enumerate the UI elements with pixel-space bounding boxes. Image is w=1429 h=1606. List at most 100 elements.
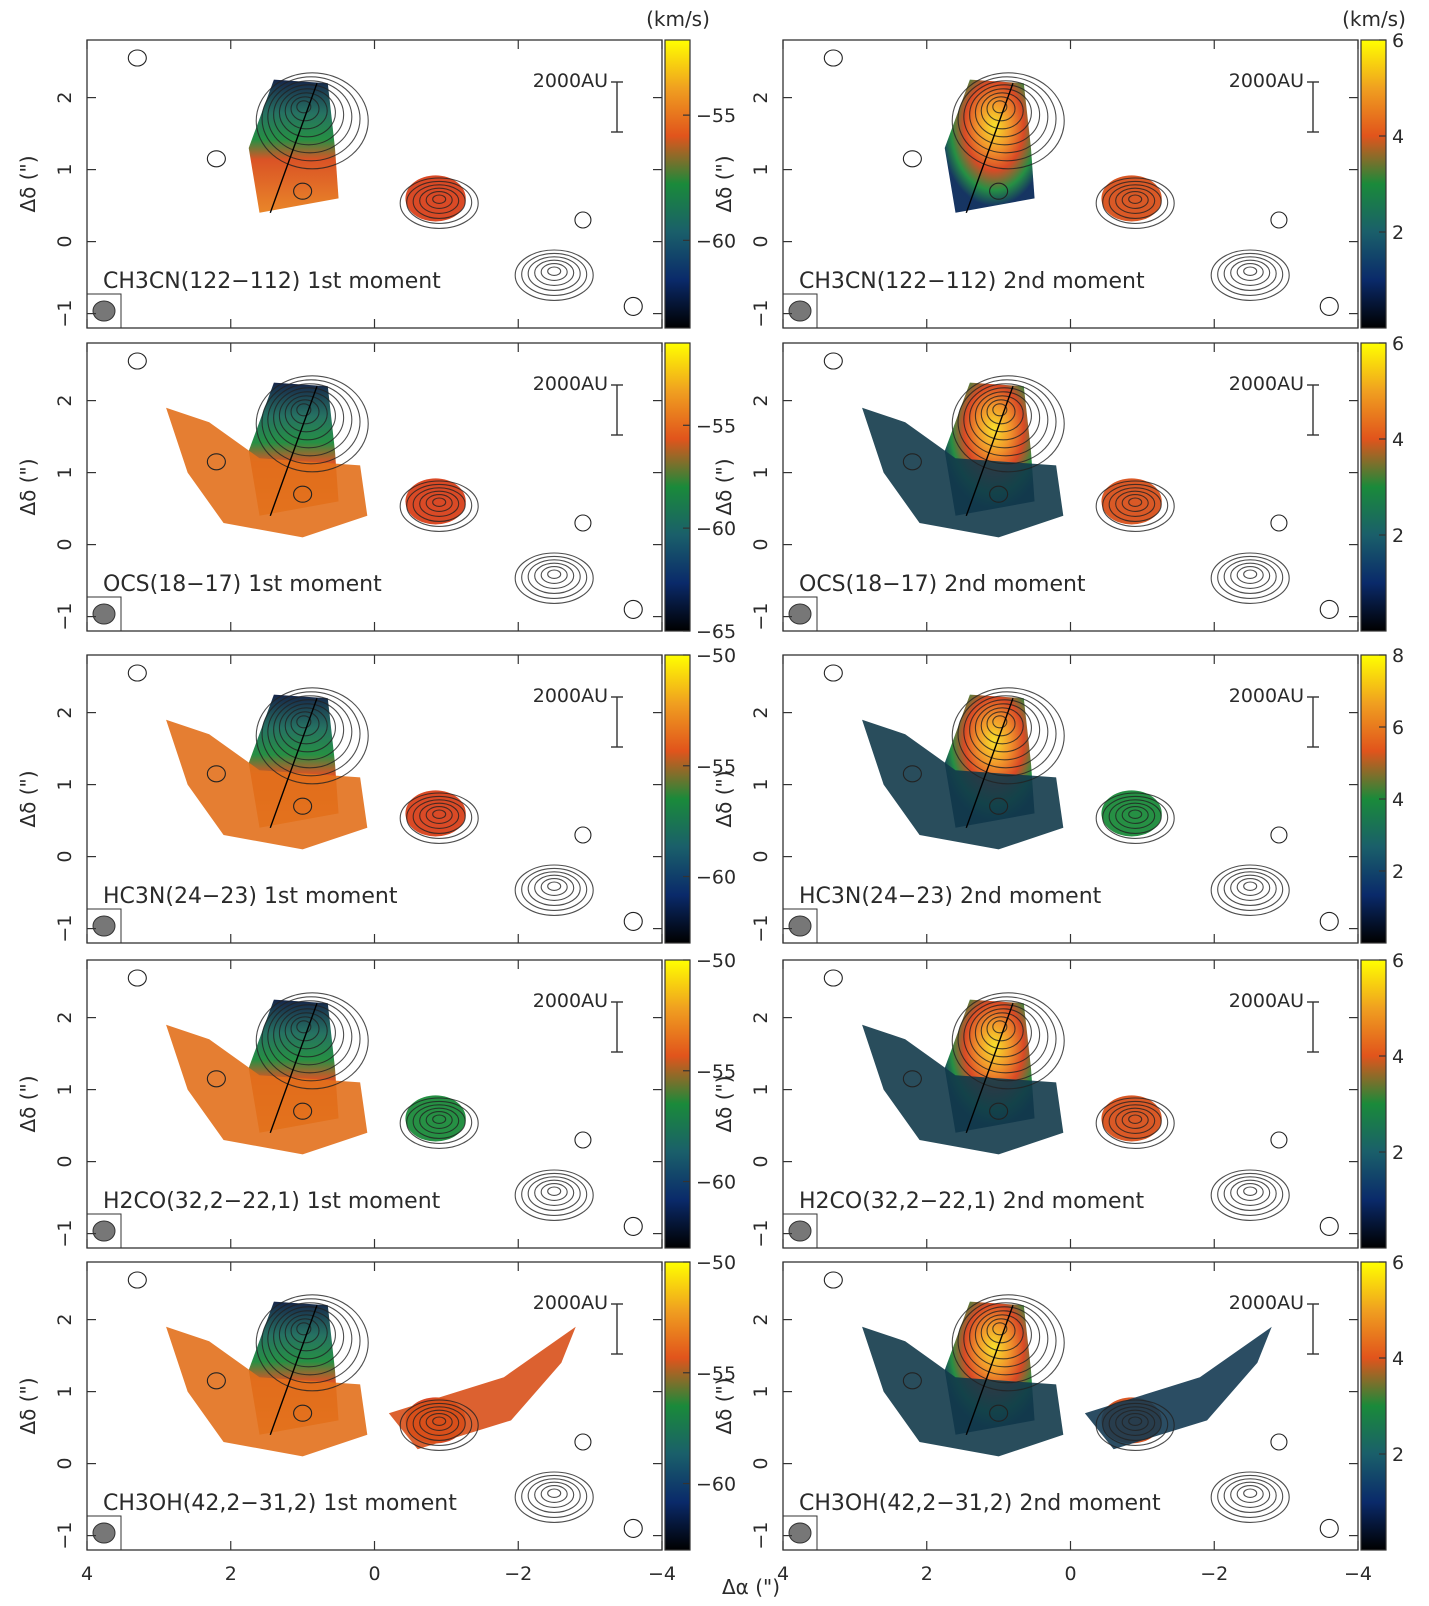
- panel-label: OCS(18−17) 1st moment: [103, 572, 382, 597]
- contour-line: [412, 184, 466, 219]
- beam-ellipse: [788, 300, 812, 322]
- contour-line: [547, 881, 562, 891]
- y-axis-title: Δδ ("): [712, 770, 736, 827]
- contour-line: [1121, 806, 1149, 824]
- contour-line: [992, 1020, 1008, 1034]
- colorbar: [664, 654, 691, 944]
- contour-line: [1102, 1100, 1169, 1144]
- contour-line: [284, 707, 328, 745]
- contour-line: [1121, 494, 1149, 512]
- moment-panel: 2 1 0 −1 Δδ (") 4 2 0 −2 −4 2000AU CH3OH(42,2−31,2)…: [16, 1252, 736, 1585]
- contour-line: [623, 1216, 643, 1236]
- contour-line: [412, 487, 466, 522]
- contour-line: [432, 194, 447, 204]
- y-tick-label: −1: [750, 300, 772, 328]
- colorbar-tick-label: −55: [696, 415, 736, 437]
- y-tick-label: 0: [750, 1156, 772, 1168]
- beam-ellipse: [788, 915, 812, 937]
- contour-line: [986, 96, 1016, 122]
- colorbar-tick-label: −55: [696, 756, 736, 778]
- beam-ellipse: [788, 1522, 812, 1544]
- contour-line: [902, 1070, 922, 1088]
- contour-line: [540, 566, 568, 584]
- map-content: [823, 352, 1339, 619]
- contour-line: [255, 687, 369, 785]
- outflow-axis-line: [269, 1002, 318, 1134]
- contour-line: [1108, 799, 1162, 834]
- contour-line: [1236, 1485, 1264, 1503]
- contour-line: [267, 80, 353, 154]
- contour-line: [527, 871, 581, 906]
- y-tick-label: 0: [54, 236, 76, 248]
- map-content: [823, 49, 1339, 316]
- contour-line: [902, 150, 922, 168]
- contour-line: [419, 490, 460, 517]
- contour-line: [986, 1016, 1016, 1042]
- contour-line: [1217, 867, 1284, 911]
- beam-ellipse: [788, 1220, 812, 1242]
- emission-blob: [862, 719, 1064, 850]
- contour-line: [399, 480, 479, 532]
- y-tick-label: 0: [54, 851, 76, 863]
- contour-line: [432, 1416, 447, 1426]
- outflow-axis-line: [269, 1304, 318, 1436]
- x-tick-label: 0: [1064, 1563, 1076, 1585]
- contour-line: [823, 352, 843, 370]
- map-content: [127, 49, 643, 316]
- contour-line: [540, 878, 568, 896]
- outflow-axis-line: [965, 385, 1014, 517]
- contour-line: [957, 996, 1057, 1082]
- contour-line: [1230, 259, 1271, 286]
- moment-panel: 2 1 0 −1 Δδ (") 2000AU CH3CN(122−112) 1st mome…: [16, 7, 736, 329]
- contour-line: [267, 695, 353, 769]
- scale-bar-label: 2000AU: [1229, 1292, 1304, 1314]
- contour-line: [1115, 490, 1156, 517]
- outflow-axis-line: [965, 82, 1014, 214]
- colorbar: [664, 1261, 691, 1551]
- y-axis-title: Δδ ("): [712, 1377, 736, 1434]
- contour-line: [1108, 1104, 1162, 1139]
- colorbar-tick-label: 4: [1392, 429, 1404, 451]
- contour-line: [399, 792, 479, 844]
- contour-line: [399, 1399, 479, 1451]
- contour-line: [1121, 1413, 1149, 1431]
- colorbar-tick-label: −50: [696, 645, 736, 667]
- contour-line: [425, 494, 453, 512]
- scale-bar-label: 2000AU: [1229, 373, 1304, 395]
- contour-line: [963, 1302, 1049, 1376]
- contour-line: [255, 375, 369, 473]
- contour-line: [432, 1114, 447, 1124]
- contour-line: [534, 874, 575, 901]
- scale-bar-label: 2000AU: [533, 1292, 608, 1314]
- contour-line: [296, 715, 312, 729]
- contour-line: [1230, 1481, 1271, 1508]
- contour-line: [1270, 826, 1288, 844]
- contour-line: [1108, 184, 1162, 219]
- contour-line: [992, 715, 1008, 729]
- contour-line: [412, 1406, 466, 1441]
- contour-line: [261, 76, 361, 162]
- beam-ellipse: [92, 603, 116, 625]
- colorbar-tick-label: 2: [1392, 1444, 1404, 1466]
- contour-line: [969, 1306, 1041, 1368]
- scale-bar-label: 2000AU: [533, 373, 608, 395]
- colorbar: [664, 39, 691, 329]
- contour-line: [1230, 562, 1271, 589]
- contour-line: [296, 1020, 312, 1034]
- colorbar-tick-label: −50: [696, 1252, 736, 1274]
- contour-line: [514, 552, 594, 604]
- contour-line: [296, 1322, 312, 1336]
- contour-line: [540, 1183, 568, 1201]
- contour-line: [547, 569, 562, 579]
- colorbar: [664, 959, 691, 1249]
- contour-line: [963, 383, 1049, 457]
- y-axis-title: Δδ ("): [712, 1075, 736, 1132]
- contour-line: [1236, 1183, 1264, 1201]
- contour-line: [823, 1271, 843, 1289]
- contour-line: [278, 1008, 336, 1058]
- contour-line: [1108, 487, 1162, 522]
- contour-line: [574, 1131, 592, 1149]
- contour-line: [623, 911, 643, 931]
- contour-line: [969, 84, 1041, 146]
